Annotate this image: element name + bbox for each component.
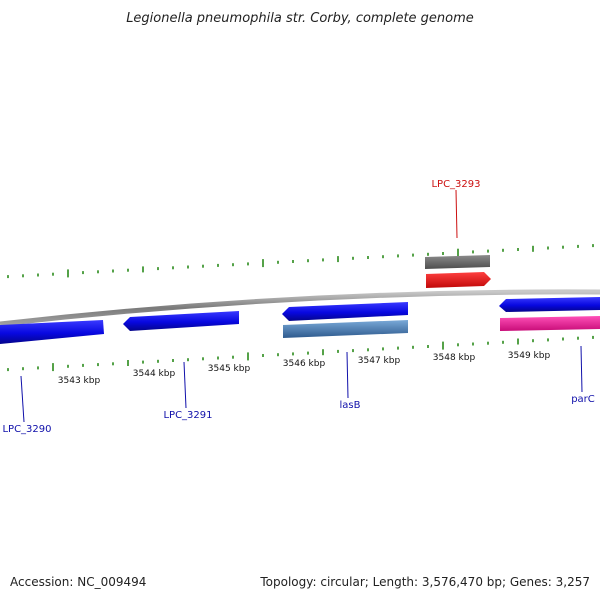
axis-tick-label: 3547 kbp xyxy=(358,356,401,366)
gene-feature-lpc3291 xyxy=(123,311,239,331)
gene-label-parc: parC xyxy=(571,394,595,405)
axis-tick-label: 3543 kbp xyxy=(58,376,101,386)
gene-feature-lpc3293 xyxy=(426,272,491,288)
leader-line-lpc3293 xyxy=(455,189,458,239)
axis-tick-label: 3548 kbp xyxy=(433,353,476,363)
accession-text: Accession: NC_009494 xyxy=(10,575,146,589)
axis-tick-label: 3544 kbp xyxy=(133,369,176,379)
leader-line-lpc3291 xyxy=(183,361,187,409)
gene-feature-lpc3293-grey xyxy=(425,255,490,269)
axis-tick-label: 3545 kbp xyxy=(208,364,251,374)
gene-label-lpc3290: LPC_3290 xyxy=(2,424,51,435)
gc-skew-track-upper xyxy=(7,244,594,279)
gene-feature-lasb xyxy=(282,302,408,321)
gc-skew-track-lower xyxy=(7,335,594,372)
gene-feature-lasb-secondary xyxy=(283,320,408,338)
leader-line-lasb xyxy=(346,351,349,399)
gene-feature-lpc3290 xyxy=(0,320,104,344)
genome-summary-text: Topology: circular; Length: 3,576,470 bp… xyxy=(259,575,590,589)
map-title: Legionella pneumophila str. Corby, compl… xyxy=(126,11,474,26)
gene-label-lpc3293: LPC_3293 xyxy=(431,179,480,190)
gene-label-lasb: lasB xyxy=(340,400,361,411)
axis-tick-label: 3549 kbp xyxy=(508,351,551,361)
genome-backbone xyxy=(0,289,600,327)
leader-line-lpc3290 xyxy=(20,375,25,423)
gene-label-lpc3291: LPC_3291 xyxy=(163,410,212,421)
gene-feature-parc xyxy=(499,297,600,312)
leader-line-parc xyxy=(580,345,583,393)
axis-tick-label: 3546 kbp xyxy=(283,359,326,369)
gene-feature-parc-secondary xyxy=(500,316,600,331)
